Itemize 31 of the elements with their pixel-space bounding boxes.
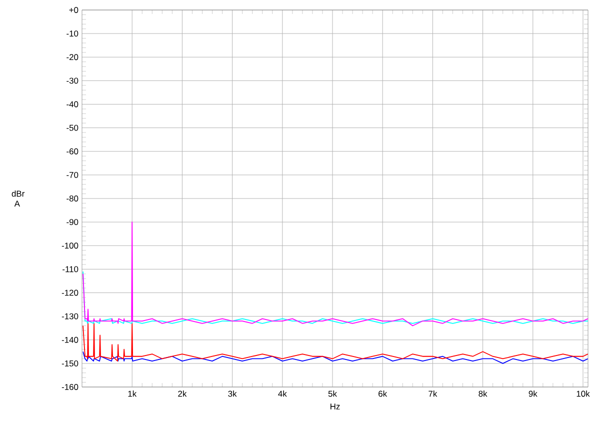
y-tick-label: -30 (66, 78, 78, 84)
line-series (82, 322, 588, 362)
line-series (82, 351, 588, 364)
y-tick-label: -90 (66, 219, 78, 226)
y-tick-label: -80 (66, 196, 78, 202)
y-tick-label: -160 (62, 384, 78, 390)
x-tick-label: 3k (228, 390, 237, 397)
x-tick-label: 9k (528, 390, 538, 397)
y-tick-label: -70 (66, 172, 78, 178)
y-tick-label: -50 (66, 124, 78, 131)
y-tick-label: +0 (69, 7, 78, 13)
x-tick-label: 6k (378, 390, 388, 397)
y-tick-label: -110 (62, 266, 78, 272)
y-tick-label: -10 (66, 30, 78, 37)
y-tick-label: -140 (62, 336, 78, 343)
x-tick-label: 5k (328, 390, 337, 397)
x-tick-label: 7k (428, 390, 438, 397)
y-tick-label: -100 (62, 242, 78, 249)
y-tick-label: -40 (66, 101, 78, 108)
x-tick-label: 2k (178, 390, 187, 397)
x-tick-label: 1k (128, 390, 137, 397)
x-tick-label: 10k (576, 390, 590, 397)
x-tick-label: 4k (278, 390, 287, 397)
y-tick-label: -20 (66, 54, 78, 60)
x-tick-label: 8k (478, 390, 488, 397)
y-tick-label: -130 (62, 313, 78, 320)
y-tick-label: -120 (62, 290, 78, 296)
y-tick-label: -60 (66, 148, 78, 154)
y-axis-title: dBr A (12, 190, 25, 207)
x-axis-title: Hz (330, 404, 340, 410)
y-tick-label: -150 (62, 360, 78, 366)
